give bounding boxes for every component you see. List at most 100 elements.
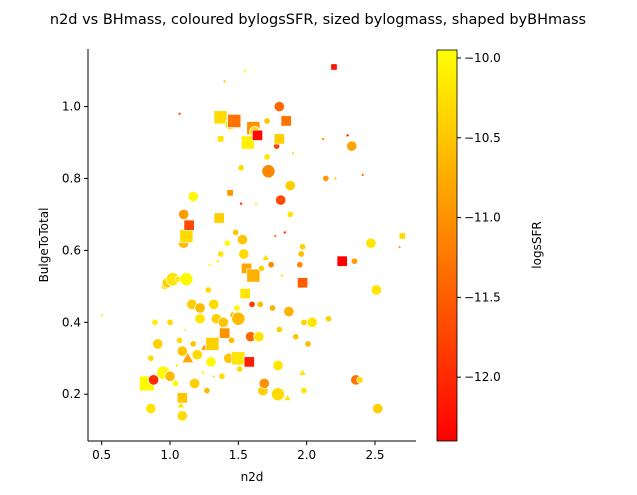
data-point <box>176 392 188 404</box>
data-point <box>152 338 164 350</box>
data-point <box>181 351 195 364</box>
data-point <box>365 237 377 249</box>
data-point <box>171 379 180 388</box>
data-point <box>205 356 217 368</box>
data-point <box>350 257 359 265</box>
data-point <box>253 331 265 343</box>
data-point <box>148 374 160 386</box>
data-point <box>238 248 250 260</box>
data-point <box>237 164 245 172</box>
x-tick-label: 2.5 <box>365 448 384 462</box>
data-point <box>176 400 186 409</box>
data-point <box>166 318 174 326</box>
colorbar-tick-label: −11.5 <box>464 290 501 304</box>
data-point <box>299 243 307 251</box>
data-point <box>275 325 283 334</box>
data-point <box>147 354 155 362</box>
data-point <box>179 272 194 287</box>
data-point <box>297 277 309 289</box>
data-point <box>176 410 188 422</box>
colorbar-tick-label: −12.0 <box>464 370 501 384</box>
data-point <box>254 202 258 206</box>
chart-title: n2d vs BHmass, coloured bylogsSFR, sized… <box>50 12 586 28</box>
data-point <box>346 133 350 137</box>
data-point <box>372 403 384 415</box>
data-point <box>263 153 271 161</box>
data-point <box>322 174 330 183</box>
data-point <box>258 264 266 272</box>
data-point <box>271 387 285 402</box>
data-point <box>223 239 231 247</box>
data-point <box>333 177 337 180</box>
data-point <box>273 100 285 113</box>
data-point <box>258 377 270 390</box>
data-point <box>300 387 308 395</box>
data-point <box>240 135 255 150</box>
data-point <box>272 359 284 372</box>
colorbar-tick-label: −10.5 <box>464 131 501 145</box>
x-tick-label: 1.0 <box>160 448 179 462</box>
data-point <box>208 263 212 267</box>
data-point <box>205 336 220 351</box>
data-point <box>330 63 338 71</box>
data-point <box>246 268 261 283</box>
data-point <box>189 340 197 348</box>
data-point <box>151 318 159 326</box>
data-point <box>191 349 203 361</box>
colorbar-ticks: −12.0 −11.5 −11.0 −10.5 −10.0 <box>457 51 501 384</box>
data-point <box>145 403 157 415</box>
data-point <box>280 115 292 127</box>
data-point <box>261 164 276 179</box>
data-point <box>231 351 246 366</box>
data-point <box>204 286 212 294</box>
data-point <box>300 318 308 326</box>
data-point <box>267 261 275 269</box>
data-point <box>232 228 240 236</box>
data-point <box>99 313 104 317</box>
data-point <box>256 300 264 308</box>
data-point <box>175 364 179 367</box>
data-point <box>243 69 247 73</box>
y-tick-label: 0.8 <box>62 171 81 185</box>
data-point <box>370 284 382 296</box>
data-point <box>213 110 228 125</box>
y-tick-label: 0.4 <box>62 315 81 329</box>
data-point <box>189 377 201 390</box>
data-point <box>283 305 295 318</box>
data-point <box>218 372 226 380</box>
data-point <box>346 140 358 152</box>
data-point <box>216 259 220 263</box>
data-point <box>273 133 285 145</box>
data-point <box>208 298 220 310</box>
data-point <box>213 212 225 224</box>
data-point <box>194 302 206 314</box>
data-point <box>292 333 300 341</box>
data-point <box>187 190 199 202</box>
data-point <box>194 313 206 325</box>
data-point <box>263 117 271 125</box>
data-point <box>217 135 225 143</box>
data-point <box>227 113 242 128</box>
plot-area: 0.5 1.0 1.5 2.0 2.5 0.2 0.4 0.6 0.8 1.0 <box>62 49 416 462</box>
data-point <box>176 336 184 344</box>
data-point <box>179 229 194 243</box>
x-tick-label: 1.5 <box>229 448 248 462</box>
data-point <box>283 230 287 234</box>
data-point <box>251 129 264 141</box>
data-point <box>280 274 284 278</box>
y-axis-ticks: 0.2 0.4 0.6 0.8 1.0 <box>62 100 88 401</box>
data-point <box>273 234 277 238</box>
data-point <box>183 219 195 231</box>
data-point <box>223 79 227 83</box>
colorbar: −12.0 −11.5 −11.0 −10.5 −10.0 logsSFR <box>436 49 544 442</box>
y-tick-label: 1.0 <box>62 100 81 114</box>
data-point <box>248 300 256 308</box>
data-point <box>236 365 244 373</box>
data-point <box>321 137 325 141</box>
data-point <box>183 327 187 331</box>
y-tick-label: 0.2 <box>62 387 81 401</box>
data-point <box>283 393 292 401</box>
data-point <box>239 202 243 206</box>
x-axis-label: n2d <box>241 470 264 484</box>
colorbar-gradient <box>436 49 458 442</box>
